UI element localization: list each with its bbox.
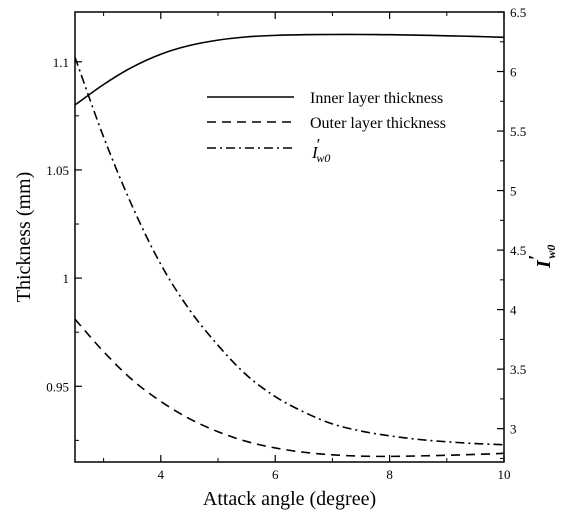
y-right-title-sub: w0: [544, 245, 558, 259]
series-outer-layer-line: [74, 318, 505, 458]
y-right-tick-label: 5: [510, 184, 517, 199]
x-axis-title: Attack angle (degree): [203, 488, 376, 510]
y-right-axis-ticks: 3 3.5 4 4.5 5 5.5 6 6.5: [497, 5, 526, 459]
y-left-tick-label: 1: [63, 271, 70, 286]
series-inner-layer-line: [74, 33, 505, 106]
y-right-tick-label: 6.5: [510, 5, 526, 20]
x-tick-label: 4: [158, 467, 165, 482]
y-left-axis-ticks: 0.95 1 1.05 1.1: [46, 55, 82, 441]
y-right-tick-label: 4.5: [510, 243, 526, 258]
y-right-title-prime: ′: [525, 255, 547, 261]
plot-frame: [74, 11, 505, 463]
legend-iw0-prime: ′: [316, 135, 320, 154]
legend-iw0-sub: w0: [316, 151, 330, 165]
legend-label-iw0: I′ w0: [311, 135, 330, 165]
y-right-tick-label: 3.5: [510, 362, 526, 377]
legend-label-inner: Inner layer thickness: [310, 90, 443, 107]
y-left-tick-label: 0.95: [46, 379, 69, 394]
y-right-tick-label: 3: [510, 422, 517, 437]
y-right-tick-label: 4: [510, 303, 517, 318]
y-left-tick-label: 1.1: [53, 55, 69, 70]
legend-label-outer: Outer layer thickness: [310, 115, 446, 132]
y-left-axis-title: Thickness (mm): [13, 172, 35, 303]
legend-iw0-base: I: [311, 143, 319, 162]
y-right-title-base: I: [533, 259, 555, 269]
y-right-axis-title: I′w0: [525, 245, 558, 269]
y-right-tick-label: 5.5: [510, 124, 526, 139]
y-right-tick-label: 6: [510, 65, 517, 80]
plot-border: [74, 11, 505, 463]
x-tick-label: 8: [386, 467, 393, 482]
series-iw0-line: [74, 56, 505, 446]
y-left-tick-label: 1.05: [46, 163, 69, 178]
x-axis-ticks: 4 6 8 10: [103, 12, 511, 482]
series-layer: [74, 33, 505, 458]
x-tick-label: 10: [498, 467, 511, 482]
x-tick-label: 6: [272, 467, 279, 482]
legend: Inner layer thickness Outer layer thickn…: [207, 90, 446, 165]
